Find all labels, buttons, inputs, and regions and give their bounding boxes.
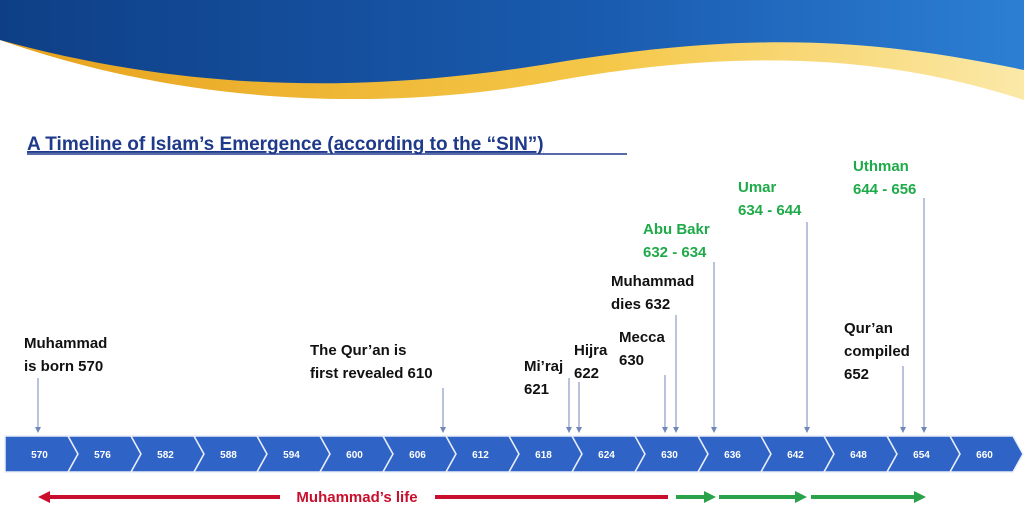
event-arrowhead <box>35 427 41 433</box>
event-label: compiled <box>844 343 910 360</box>
event-label: Uthman <box>853 158 909 175</box>
span-head <box>704 491 716 503</box>
title: A Timeline of Islam’s Emergence (accordi… <box>27 134 544 155</box>
event-arrowhead <box>804 427 810 433</box>
span-head <box>914 491 926 503</box>
event-label: 644 - 656 <box>853 181 916 198</box>
event-label: Muhammad <box>24 335 107 352</box>
event-label: Mecca <box>619 329 666 346</box>
event-label: 621 <box>524 381 549 398</box>
event-arrowhead <box>440 427 446 433</box>
event-label: Qur’an <box>844 320 893 337</box>
life-label: Muhammad’s life <box>296 489 417 506</box>
tick-label: 630 <box>661 450 678 461</box>
span-head <box>38 491 50 503</box>
timeline: 570 576 582 588 594 600 606 612 618 624 630 636 642 6… <box>4 158 1024 506</box>
tick-label: 606 <box>409 450 426 461</box>
tick-label: 576 <box>94 450 111 461</box>
event-label: Abu Bakr <box>643 221 710 238</box>
event-label: The Qur’an is <box>310 342 406 359</box>
event-arrowhead <box>673 427 679 433</box>
event-arrowhead <box>921 427 927 433</box>
event-label: Muhammad <box>611 273 694 290</box>
event-label: 632 - 634 <box>643 244 707 261</box>
event-label: Mi’raj <box>524 358 563 375</box>
tick-label: 654 <box>913 450 930 461</box>
event-arrowhead <box>576 427 582 433</box>
event-label: 622 <box>574 365 599 382</box>
event-label: is born 570 <box>24 358 103 375</box>
event-arrowhead <box>900 427 906 433</box>
tick-label: 582 <box>157 450 174 461</box>
tick-label: 648 <box>850 450 867 461</box>
tick-label: 642 <box>787 450 804 461</box>
event-arrowhead <box>662 427 668 433</box>
tick-label: 594 <box>283 450 300 461</box>
event-arrowhead <box>566 427 572 433</box>
event-label: 634 - 644 <box>738 202 802 219</box>
span-head <box>795 491 807 503</box>
header-blue <box>0 0 1024 84</box>
tick-label: 588 <box>220 450 237 461</box>
event-label: 652 <box>844 366 869 383</box>
event-label: dies 632 <box>611 296 670 313</box>
tick-label: 600 <box>346 450 363 461</box>
tick-label: 570 <box>31 450 48 461</box>
tick-label: 618 <box>535 450 552 461</box>
event-label: 630 <box>619 352 644 369</box>
tick-label: 624 <box>598 450 615 461</box>
chevron <box>948 435 1024 473</box>
event-arrowhead <box>711 427 717 433</box>
tick-label: 636 <box>724 450 741 461</box>
event-label: Hijra <box>574 342 608 359</box>
tick-label: 660 <box>976 450 993 461</box>
event-label: first revealed 610 <box>310 365 433 382</box>
event-label: Umar <box>738 179 777 196</box>
tick-label: 612 <box>472 450 489 461</box>
